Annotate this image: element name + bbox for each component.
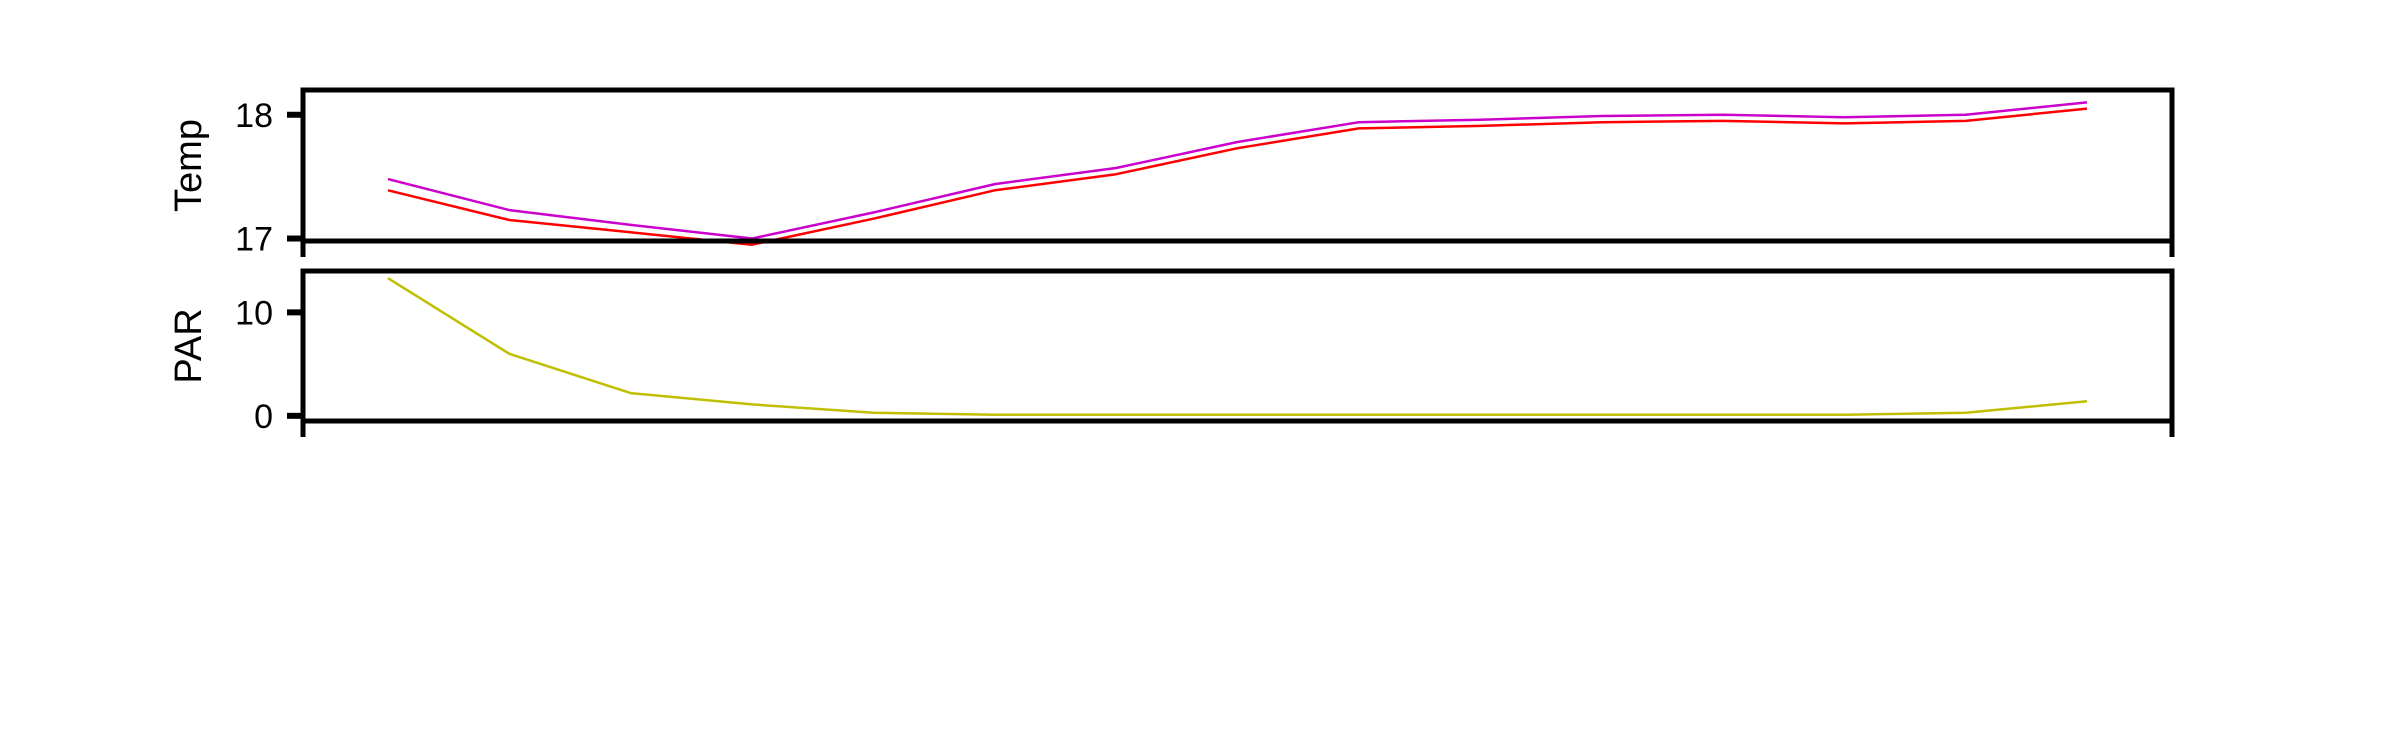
par-series-0-line <box>387 277 2088 417</box>
par-axes-frame <box>300 268 2175 424</box>
par-y-tick-label-0: 0 <box>254 398 273 436</box>
temp-panel: 17 18 Temp <box>168 87 2175 259</box>
temp-series-0-line <box>387 101 2088 240</box>
temp-y-tick-label-1: 18 <box>235 97 273 135</box>
par-y-tick-label-1: 10 <box>235 294 273 332</box>
par-y-axis-label: PAR <box>168 308 210 383</box>
temp-series-1-line <box>387 107 2088 246</box>
par-panel: 0 10 PAR <box>168 268 2175 437</box>
temp-y-axis-label: Temp <box>168 119 210 212</box>
temp-axes-frame <box>300 87 2175 244</box>
temp-y-tick-label-0: 17 <box>235 221 273 259</box>
